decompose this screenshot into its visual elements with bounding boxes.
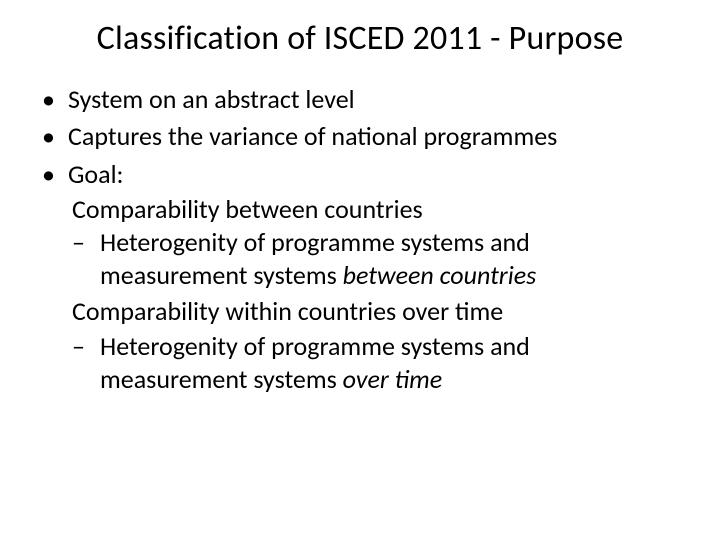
slide-body: System on an abstract level Captures the… bbox=[40, 83, 680, 396]
sub-heading: Comparability between countries bbox=[72, 193, 680, 226]
sub-item-em: between countries bbox=[343, 259, 537, 291]
bullet-item: Goal: Comparability between countries He… bbox=[68, 158, 680, 397]
sub-item: Heterogenity of programme systems and me… bbox=[100, 330, 680, 397]
sub-block: Comparability between countries Heteroge… bbox=[68, 193, 680, 397]
sub-list: Heterogenity of programme systems and me… bbox=[72, 226, 680, 396]
sub-item-em: over time bbox=[343, 363, 443, 395]
slide-title: Classification of ISCED 2011 - Purpose bbox=[40, 18, 680, 59]
bullet-text: Goal: bbox=[68, 158, 124, 190]
sub-item-text: Heterogenity of programme systems and me… bbox=[100, 330, 530, 395]
slide: Classification of ISCED 2011 - Purpose S… bbox=[0, 0, 720, 540]
bullet-item: System on an abstract level bbox=[68, 83, 680, 116]
sub-heading: Comparability within countries over time bbox=[72, 295, 680, 328]
sub-item: Heterogenity of programme systems and me… bbox=[100, 226, 680, 293]
bullet-item: Captures the variance of national progra… bbox=[68, 120, 680, 153]
bullet-list: System on an abstract level Captures the… bbox=[40, 83, 680, 396]
